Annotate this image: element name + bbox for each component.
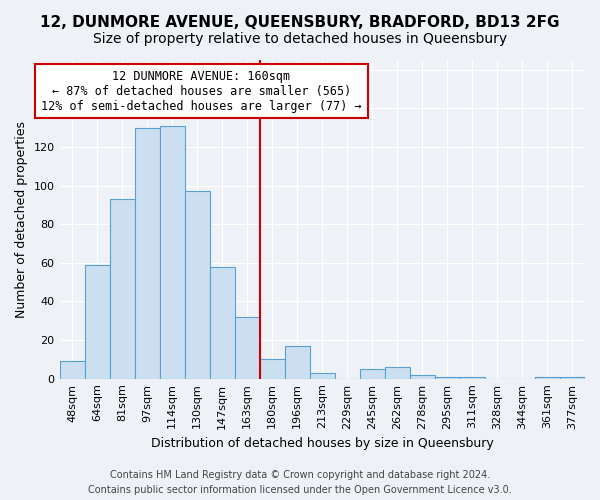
- Bar: [134, 128, 160, 378]
- Text: 12 DUNMORE AVENUE: 160sqm
← 87% of detached houses are smaller (565)
12% of semi: 12 DUNMORE AVENUE: 160sqm ← 87% of detac…: [41, 70, 362, 112]
- Bar: [260, 360, 285, 378]
- Bar: [310, 373, 335, 378]
- Bar: [235, 317, 260, 378]
- Bar: [285, 346, 310, 378]
- Bar: [160, 126, 185, 378]
- Bar: [435, 376, 460, 378]
- Bar: [535, 376, 560, 378]
- Text: Size of property relative to detached houses in Queensbury: Size of property relative to detached ho…: [93, 32, 507, 46]
- Bar: [59, 362, 85, 378]
- Bar: [85, 264, 110, 378]
- Bar: [385, 367, 410, 378]
- Bar: [110, 199, 134, 378]
- Text: 12, DUNMORE AVENUE, QUEENSBURY, BRADFORD, BD13 2FG: 12, DUNMORE AVENUE, QUEENSBURY, BRADFORD…: [40, 15, 560, 30]
- Bar: [360, 369, 385, 378]
- Bar: [410, 375, 435, 378]
- Bar: [560, 376, 585, 378]
- Y-axis label: Number of detached properties: Number of detached properties: [15, 121, 28, 318]
- Bar: [185, 192, 209, 378]
- Text: Contains HM Land Registry data © Crown copyright and database right 2024.
Contai: Contains HM Land Registry data © Crown c…: [88, 470, 512, 495]
- Bar: [209, 266, 235, 378]
- X-axis label: Distribution of detached houses by size in Queensbury: Distribution of detached houses by size …: [151, 437, 494, 450]
- Bar: [460, 376, 485, 378]
